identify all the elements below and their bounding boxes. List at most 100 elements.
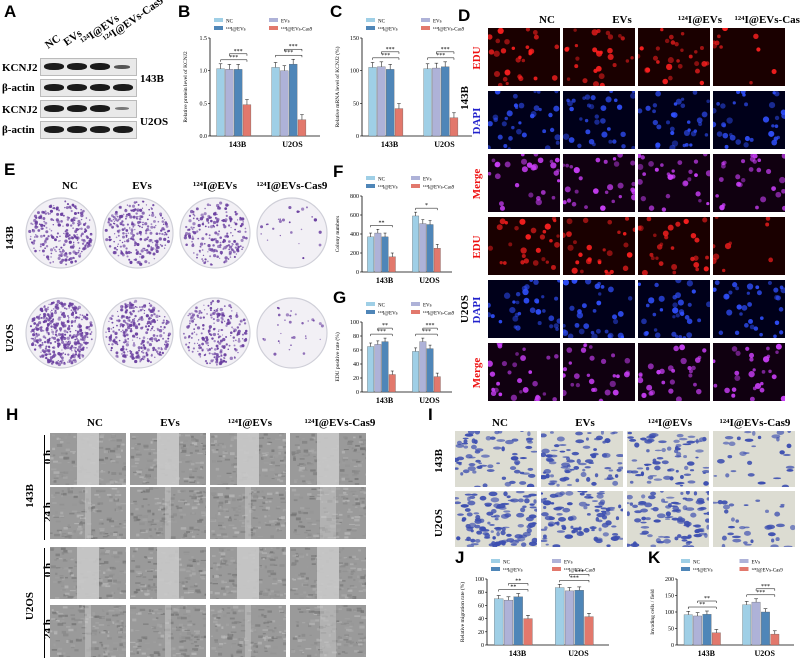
colony-plate (179, 297, 251, 369)
colony-col-evs: EVs (132, 180, 152, 192)
y-tick-label: 80 (353, 334, 359, 340)
blot-row-kcnj2-1: KCNJ2 (2, 62, 38, 74)
bar (693, 615, 702, 646)
fluorescence-image (638, 343, 710, 401)
significance-bracket (436, 51, 455, 54)
significance-label: * (425, 203, 428, 209)
x-tick-label: 143B (698, 649, 716, 658)
y-tick-label: 1.0 (200, 69, 208, 75)
y-tick-label: 20 (353, 376, 359, 382)
transwell-image (627, 431, 709, 487)
fluorescence-image (488, 91, 560, 149)
y-tick-label: 50 (668, 627, 674, 633)
if-col-nc: NC (539, 14, 555, 26)
significance-label: *** (422, 329, 431, 335)
fluorescence-image (563, 217, 635, 275)
panel-label-i: I (428, 405, 433, 424)
significance-label: ** (704, 596, 710, 602)
y-tick-label: 0 (356, 270, 359, 276)
bar (419, 223, 427, 273)
fluorescence-image (488, 343, 560, 401)
legend-swatch (681, 559, 690, 563)
bar (584, 616, 594, 646)
wound-image (210, 605, 286, 657)
if-col-124i: ¹²⁴I@EVs (678, 14, 722, 26)
if-stain-merge-1: Merge (471, 168, 483, 200)
fluorescence-image (563, 28, 635, 86)
fluorescence-image (713, 217, 785, 275)
blot-cell-u2os: U2OS (140, 116, 169, 128)
legend-entry: EVs (564, 561, 573, 566)
y-axis-label: Relative mRNA level of KCNJ2 (%) (334, 46, 341, 127)
bar (423, 68, 432, 137)
bar (381, 236, 389, 273)
transwell-col-cas9: ¹²⁴I@EVs-Cas9 (719, 417, 791, 429)
wound-image (130, 487, 206, 539)
significance-bracket (381, 51, 400, 54)
significance-label: *** (284, 50, 293, 56)
chart-f: NC EVs ¹²⁴I@EVs ¹²⁴I@EVs-Cas9 0 200 400 600 800 C… (335, 176, 455, 285)
legend-swatch (681, 567, 690, 571)
legend-swatch (366, 310, 375, 314)
panel-i: NC EVs ¹²⁴I@EVs ¹²⁴I@EVs-Cas9 143B U2OS (425, 405, 800, 555)
legend-swatch (491, 559, 500, 563)
legend-entry: ¹²⁴I@EVs (503, 568, 523, 574)
transwell-image (713, 491, 795, 547)
y-tick-label: 60 (478, 603, 484, 609)
transwell-row-u2os: U2OS (433, 508, 445, 538)
significance-bracket (370, 225, 393, 228)
legend-swatch (552, 567, 561, 571)
legend-entry: ¹²⁴I@EVs-Cas9 (423, 311, 455, 317)
y-axis-label: Relative migration rate (%) (459, 582, 466, 642)
significance-label: *** (756, 590, 765, 596)
colony-plate (179, 197, 251, 269)
x-tick-label: U2OS (755, 649, 776, 658)
blot-row-actin-1: β-actin (2, 82, 35, 94)
wound-image (130, 433, 206, 485)
wound-image (210, 487, 286, 539)
bar (216, 68, 225, 137)
x-tick-label: U2OS (434, 140, 455, 149)
fluorescence-image (563, 91, 635, 149)
bar (683, 614, 693, 646)
wound-image (210, 547, 286, 599)
chart-k: NC EVs ¹²⁴I@EVs ¹²⁴I@EVs-Cas9 0 50 100 150 200 In… (649, 559, 794, 658)
bar (770, 633, 780, 646)
y-tick-label: 800 (350, 194, 359, 200)
bar (574, 590, 584, 646)
legend-entry: NC (378, 20, 386, 25)
legend-swatch (421, 18, 430, 22)
bar (564, 590, 575, 646)
blot-col-nc: NC (42, 32, 63, 52)
transwell-image (627, 491, 709, 547)
bar (419, 341, 427, 393)
legend-entry: NC (503, 561, 511, 566)
blot-strip-4 (40, 121, 137, 139)
legend-entry: ¹²⁴I@EVs (226, 27, 246, 33)
panel-h: NC EVs ¹²⁴I@EVs ¹²⁴I@EVs-Cas9 143B U2OS … (0, 405, 420, 663)
legend-swatch (552, 559, 561, 563)
colony-plate (102, 297, 174, 369)
transwell-image (455, 491, 537, 547)
fluorescence-image (638, 217, 710, 275)
colony-plate (102, 197, 174, 269)
wound-col-nc: NC (87, 417, 103, 429)
transwell-image (713, 431, 795, 487)
legend-swatch (411, 302, 420, 306)
significance-label: *** (570, 575, 579, 581)
panel-label-a: A (4, 2, 17, 21)
legend-swatch (366, 18, 375, 22)
bar (555, 587, 565, 646)
fluorescence-image (713, 280, 785, 338)
significance-bracket (275, 54, 303, 58)
fluorescence-image (713, 91, 785, 149)
x-tick-label: U2OS (419, 276, 440, 285)
bar (711, 632, 721, 646)
bar (441, 66, 450, 137)
wound-image (50, 547, 126, 599)
wound-image (290, 547, 366, 599)
fluorescence-image (713, 28, 785, 86)
legend-entry: EVs (423, 304, 432, 309)
bar (388, 256, 396, 273)
y-tick-label: 100 (665, 610, 674, 616)
